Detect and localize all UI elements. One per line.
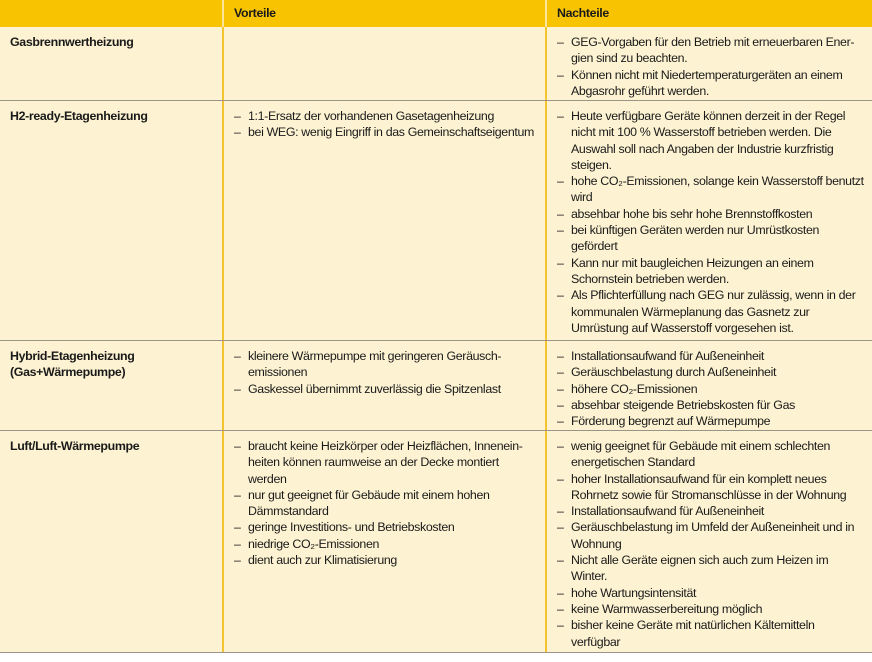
vorteile-cell: kleinere Wärmepumpe mit geringeren Geräu… bbox=[224, 341, 547, 430]
heating-type: Gasbrennwertheizung bbox=[0, 27, 224, 100]
list-item: Geräuschbelastung im Umfeld der Außenein… bbox=[557, 519, 864, 552]
vorteile-list: kleinere Wärmepumpe mit geringeren Geräu… bbox=[234, 348, 537, 397]
list-item: Geräuschbelastung durch Außeneinheit bbox=[557, 364, 864, 381]
list-item: bei künftigen Geräten werden nur Umrüstk… bbox=[557, 222, 864, 255]
list-item: 1:1-Ersatz der vorhandenen Gasetagenheiz… bbox=[234, 108, 537, 125]
list-item: Förderung begrenzt auf Wärmepumpe bbox=[557, 413, 864, 430]
list-item: Können nicht mit Niedertemperaturgeräten… bbox=[557, 67, 864, 100]
vorteile-list: braucht keine Heizkörper oder Heizfläche… bbox=[234, 438, 537, 569]
list-item: wenig geeignet für Gebäude mit einem sch… bbox=[557, 438, 864, 471]
list-item: nur gut geeignet für Gebäude mit einem h… bbox=[234, 487, 537, 520]
header-type bbox=[0, 0, 224, 27]
nachteile-list: GEG-Vorgaben für den Betrieb mit erneuer… bbox=[557, 34, 864, 99]
list-item: Installationsaufwand für Außeneinheit bbox=[557, 348, 864, 365]
table-row: H2-ready-Etagenheizung 1:1-Ersatz der vor… bbox=[0, 101, 872, 341]
list-item: geringe Investitions- und Betriebskosten bbox=[234, 519, 537, 536]
nachteile-cell: wenig geeignet für Gebäude mit einem sch… bbox=[547, 431, 872, 652]
nachteile-cell: Heute verfügbare Geräte können derzeit i… bbox=[547, 101, 872, 340]
header-nachteile: Nachteile bbox=[557, 6, 609, 20]
list-item: höhere CO₂-Emissionen bbox=[557, 381, 864, 398]
list-item: kleinere Wärmepumpe mit geringeren Geräu… bbox=[234, 348, 537, 381]
list-item: Kann nur mit baugleichen Heizungen an ei… bbox=[557, 255, 864, 288]
nachteile-cell: GEG-Vorgaben für den Betrieb mit erneuer… bbox=[547, 27, 872, 100]
list-item: bisher keine Geräte mit natürlichen Kält… bbox=[557, 617, 864, 650]
list-item: Installationsaufwand für Außeneinheit bbox=[557, 503, 864, 520]
vorteile-list: 1:1-Ersatz der vorhandenen Gasetagenheiz… bbox=[234, 108, 537, 141]
list-item: absehbar hohe bis sehr hohe Brennstoffko… bbox=[557, 206, 864, 223]
list-item: Heute verfügbare Geräte können derzeit i… bbox=[557, 108, 864, 173]
list-item: Als Pflichterfüllung nach GEG nur zuläss… bbox=[557, 287, 864, 336]
table-row: Hybrid-Etagenheizung (Gas+Wärmepumpe) kle… bbox=[0, 341, 872, 431]
nachteile-list: Heute verfügbare Geräte können derzeit i… bbox=[557, 108, 864, 336]
vorteile-cell bbox=[224, 27, 547, 100]
heating-type: Luft/Luft-Wärmepumpe bbox=[0, 431, 224, 652]
list-item: hohe Wartungsintensität bbox=[557, 585, 864, 602]
nachteile-cell: Installationsaufwand für AußeneinheitGer… bbox=[547, 341, 872, 430]
list-item: absehbar steigende Betriebskosten für Ga… bbox=[557, 397, 864, 414]
list-item: niedrige CO₂-Emissionen bbox=[234, 536, 537, 553]
list-item: braucht keine Heizkörper oder Heizfläche… bbox=[234, 438, 537, 487]
table-row: Gasbrennwertheizung GEG-Vorgaben für den … bbox=[0, 27, 872, 101]
list-item: bei WEG: wenig Eingriff in das Gemeinsch… bbox=[234, 124, 537, 141]
list-item: GEG-Vorgaben für den Betrieb mit erneuer… bbox=[557, 34, 864, 67]
vorteile-cell: 1:1-Ersatz der vorhandenen Gasetagenheiz… bbox=[224, 101, 547, 340]
table-header: Vorteile Nachteile bbox=[0, 0, 872, 27]
header-vorteile: Vorteile bbox=[224, 0, 547, 27]
list-item: Gaskessel übernimmt zuverlässig die Spit… bbox=[234, 381, 537, 398]
nachteile-list: wenig geeignet für Gebäude mit einem sch… bbox=[557, 438, 864, 650]
heating-type: H2-ready-Etagenheizung bbox=[0, 101, 224, 340]
list-item: keine Warmwasserbereitung möglich bbox=[557, 601, 864, 618]
list-item: Nicht alle Geräte eignen sich auch zum H… bbox=[557, 552, 864, 585]
table-row: Luft/Luft-Wärmepumpebraucht keine Heizkö… bbox=[0, 431, 872, 653]
heating-type: Hybrid-Etagenheizung (Gas+Wärmepumpe) bbox=[0, 341, 224, 430]
nachteile-list: Installationsaufwand für AußeneinheitGer… bbox=[557, 348, 864, 430]
list-item: dient auch zur Klimatisierung bbox=[234, 552, 537, 569]
vorteile-cell: braucht keine Heizkörper oder Heizfläche… bbox=[224, 431, 547, 652]
list-item: hohe CO₂-Emissionen, solange kein Wasser… bbox=[557, 173, 864, 206]
list-item: hoher Installationsaufwand für ein kompl… bbox=[557, 471, 864, 504]
